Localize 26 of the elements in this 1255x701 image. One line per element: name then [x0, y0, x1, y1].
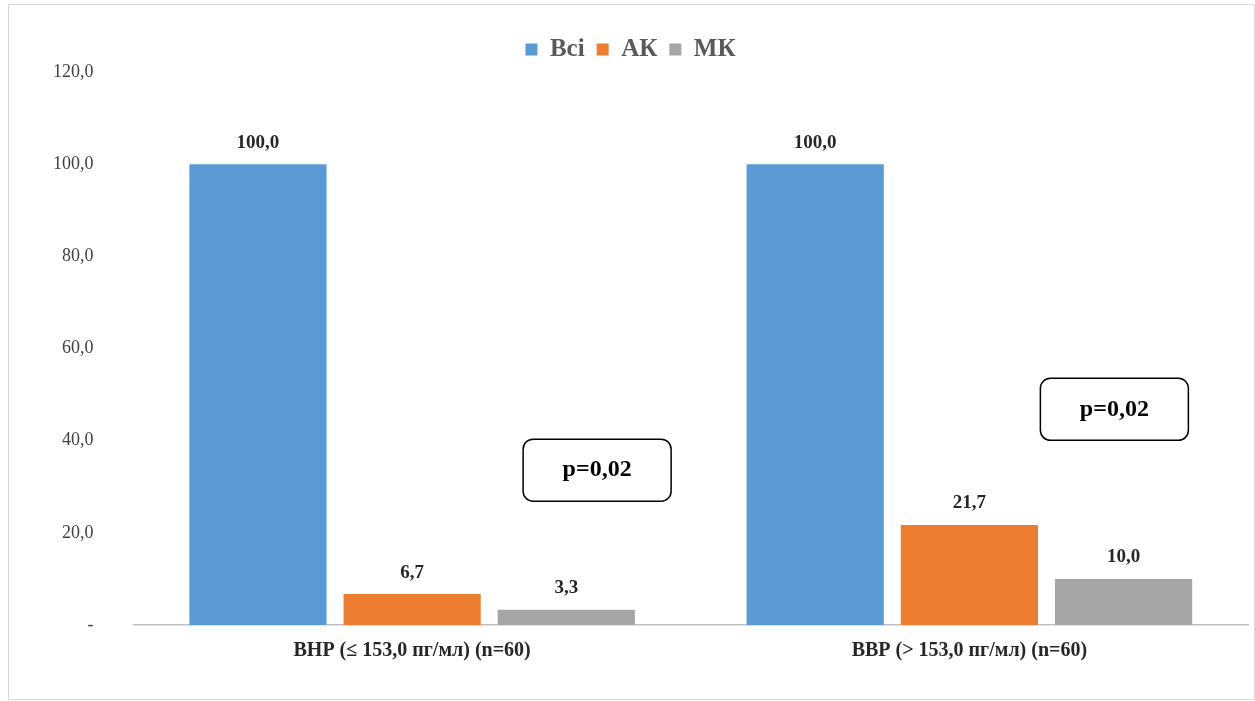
legend-label: АК [621, 33, 658, 61]
annotation: p=0,02 [562, 455, 632, 482]
data-label: 6,7 [400, 560, 425, 582]
y-tick-label: 20,0 [62, 521, 94, 542]
annotation: p=0,02 [1079, 394, 1149, 421]
data-label: 21,7 [952, 491, 987, 513]
x-tick-label: ВВР (> 153,0 пг/мл) (n=60) [851, 638, 1088, 662]
y-tick-label: 120,0 [53, 60, 94, 81]
x-tick-label: ВНР (≤ 153,0 пг/мл) (n=60) [293, 638, 531, 662]
bar [900, 525, 1038, 625]
legend-label: Всі [549, 33, 585, 61]
bar [343, 594, 481, 625]
legend-label: МК [693, 33, 736, 61]
bar [189, 164, 327, 625]
y-tick-label: 100,0 [53, 152, 94, 173]
data-label: 10,0 [1106, 545, 1141, 567]
y-tick-label: 40,0 [62, 429, 94, 450]
bar [497, 609, 635, 625]
y-tick-label: 80,0 [62, 245, 94, 266]
bar [1054, 578, 1193, 625]
y-tick-label: - [87, 613, 94, 634]
data-label: 3,3 [554, 576, 579, 598]
y-tick-label: 60,0 [62, 337, 94, 358]
data-label: 100,0 [793, 130, 837, 152]
bar [746, 164, 884, 625]
data-label: 100,0 [236, 130, 280, 152]
